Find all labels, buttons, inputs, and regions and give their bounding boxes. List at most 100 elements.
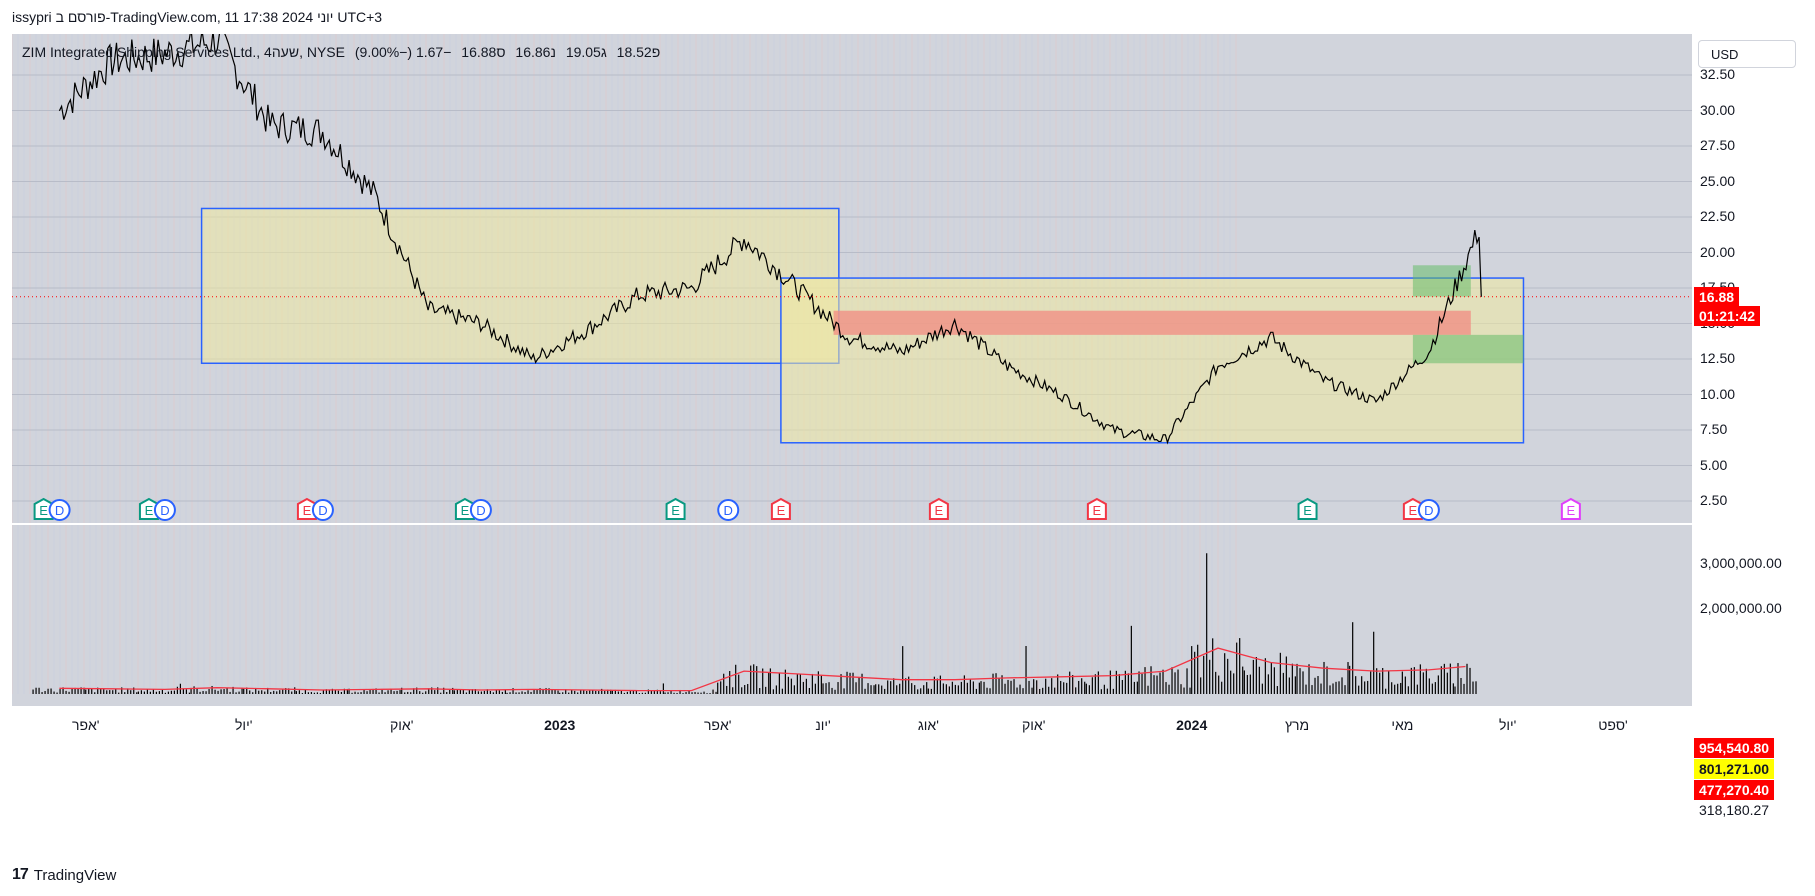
tradingview-logo-icon: 17 [12,866,29,883]
dividend-icon [469,499,492,521]
volume-ma-line [59,647,1466,692]
time-tick-label: אוק' [390,717,413,733]
time-tick-label: מרץ [1285,717,1309,733]
event-marker-D-9: D [717,499,740,521]
event-marker-E-12: E [1086,497,1107,520]
price-tick-label: 12.50 [1700,350,1736,366]
event-marker-label: E [1093,503,1102,518]
dividend-icon [153,499,176,521]
time-tick-label: יונ' [815,717,830,733]
event-marker-label: E [461,503,470,518]
event-marker-E-16: E [1560,497,1581,520]
event-marker-label: E [777,503,786,518]
legend-change: −1.67 (−9.00%) [354,44,452,60]
event-marker-D-5: D [311,499,334,521]
dividend-icon [48,499,71,521]
event-marker-label: E [671,503,680,518]
event-marker-label: E [145,503,154,518]
event-marker-label: E [303,503,312,518]
price-tick-label: 2.50 [1700,492,1728,508]
time-tick-label: אוג' [918,717,939,733]
time-tick-label: יול' [1499,717,1516,733]
event-marker-D-7: D [469,499,492,521]
event-marker-D-1: D [48,499,71,521]
price-tick-label: 22.50 [1700,208,1736,224]
volume-layer [32,553,1477,694]
time-tick-label: אפר' [704,717,732,733]
current-price-tag: 16.88 [1694,286,1740,307]
earnings-icon [770,497,791,520]
volume-tag-1: 954,540.80 [1694,738,1775,758]
price-tick-label: 7.50 [1700,421,1728,437]
legend-high: ג19.05 [565,44,607,60]
earnings-icon [928,497,949,520]
legend-low: נ16.86 [515,44,556,60]
event-marker-E-11: E [928,497,949,520]
event-marker-label: E [1409,503,1418,518]
zone-yellow-1 [780,277,1525,444]
price-tick-label: 5.00 [1700,456,1728,473]
volume-tag-3: 477,270.40 [1694,780,1775,800]
time-axis-background [12,706,1692,852]
volume-tag-4: 318,180.27 [1694,800,1775,820]
event-marker-D-3: D [153,499,176,521]
zone-red-2 [833,310,1471,335]
event-marker-D-15: D [1417,499,1440,521]
time-tick-label: 2023 [544,717,575,733]
event-marker-label: D [55,503,64,518]
price-tick-label: 25.00 [1700,172,1736,189]
legend-symbol: ZIM Integrated Shipping Services Ltd., 4… [22,44,345,60]
earnings-icon [1560,497,1581,520]
currency-button[interactable]: USD [1698,40,1796,68]
price-tick-label: 27.50 [1700,137,1736,153]
event-marker-label: E [39,503,48,518]
time-tick-label: אפר' [72,717,100,733]
dividend-icon [311,499,334,521]
footer-brand-label: TradingView [33,866,117,884]
zone-green-4 [1412,334,1524,364]
volume-tag-2: 801,271.00 [1694,759,1775,779]
earnings-icon [665,497,686,520]
time-tick-label: ספט' [1598,717,1627,733]
bar-countdown-tag: 01:21:42 [1694,305,1761,326]
legend-open: פ18.52 [616,44,661,60]
event-marker-label: D [318,503,327,518]
event-marker-E-10: E [770,497,791,520]
price-series-line [58,34,1482,445]
event-marker-label: E [1303,503,1312,518]
event-marker-E-13: E [1297,497,1318,520]
price-tick-label: 20.00 [1700,243,1736,260]
event-marker-label: E [1567,503,1576,518]
legend-close: ס16.88 [461,44,506,60]
earnings-icon [1086,497,1107,520]
price-axis[interactable]: 32.5030.0027.5025.0022.5020.0017.5015.00… [1692,34,1815,852]
price-tick-label: 32.50 [1700,66,1736,82]
time-tick-label: 2024 [1176,717,1207,733]
footer-brand: 17 TradingView [12,866,116,884]
event-marker-label: D [1424,503,1433,518]
price-series-layer [58,34,1482,445]
event-marker-label: D [476,503,485,518]
symbol-legend: ZIM Integrated Shipping Services Ltd., 4… [22,44,666,60]
volume-tick-label: 2,000,000.00 [1700,600,1782,616]
publish-caption: issypri פורסם ב-TradingView.com, 11 יוני… [12,9,383,25]
event-marker-label: E [935,503,944,518]
event-marker-label: D [160,503,169,518]
price-tick-label: 30.00 [1700,101,1736,118]
dividend-icon [1417,499,1440,521]
time-tick-label: יול' [235,717,252,733]
price-tick-label: 10.00 [1700,385,1736,402]
time-axis: אפר' יול' אוק' 2023 אפר' יונ' אוג' אוק' 2024 מרץ מ… [72,717,1628,733]
time-tick-label: מאי [1391,717,1413,733]
zones-layer [200,207,1525,444]
earnings-icon [1297,497,1318,520]
event-marker-label: D [724,503,733,518]
volume-tick-label: 3,000,000.00 [1700,555,1782,571]
dividend-icon [717,499,740,521]
zone-yellow-0 [200,207,840,365]
time-tick-label: אוק' [1022,717,1045,733]
event-marker-E-8: E [665,497,686,520]
